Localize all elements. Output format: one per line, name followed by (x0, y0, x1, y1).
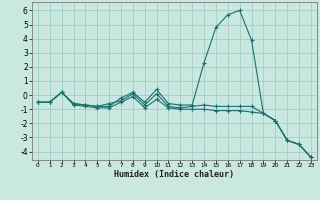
X-axis label: Humidex (Indice chaleur): Humidex (Indice chaleur) (115, 170, 234, 179)
